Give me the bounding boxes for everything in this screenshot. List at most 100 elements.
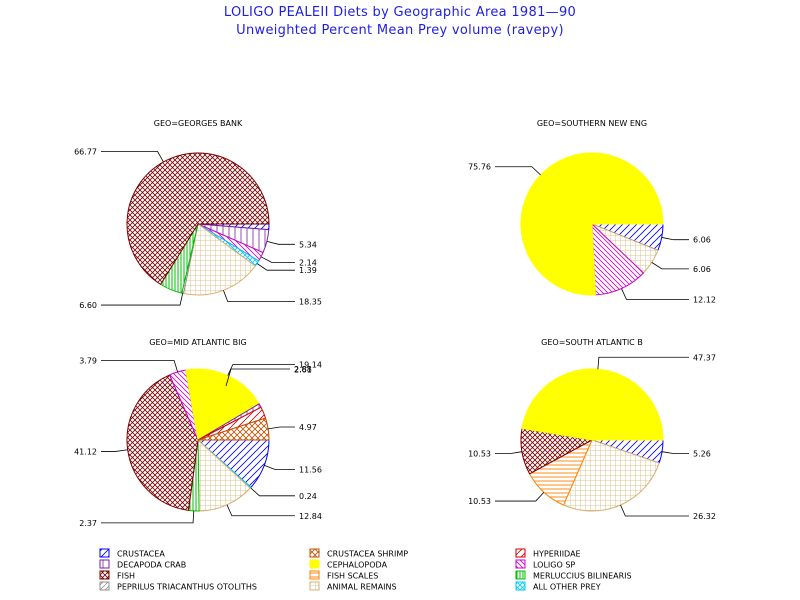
slice-value-label: 47.37	[693, 353, 716, 362]
legend-label: FISH	[117, 572, 135, 581]
leader-line	[661, 451, 689, 455]
leader-line	[101, 360, 178, 373]
leader-line	[225, 368, 290, 387]
legend-item-merluccius-bilinearis: MERLUCCIUS BILINEARIS	[515, 570, 632, 581]
legend-item-hyperiidae: HYPERIIDAE	[515, 548, 581, 559]
slice-value-label: 0.24	[299, 492, 317, 501]
legend-label: CRUSTACEA	[117, 550, 165, 559]
pie-title: GEO=GEORGES BANK	[154, 119, 243, 128]
slice-value-label: 41.12	[74, 447, 97, 456]
legend-label: HYPERIIDAE	[533, 550, 581, 559]
slice-value-label: 2.61	[294, 366, 312, 375]
legend-item-animal-remains: ANIMAL REMAINS	[309, 581, 397, 592]
legend-swatch	[309, 548, 320, 558]
legend-item-peprilus-triacanthus-otoliths: PEPRILUS TRIACANTHUS OTOLITHS	[99, 581, 257, 592]
legend-item-crustacea-shrimp: CRUSTACEA SHRIMP	[309, 548, 408, 559]
pie-title: GEO=SOUTHERN NEW ENG	[537, 119, 647, 128]
slice-value-label: 19.14	[299, 361, 322, 370]
legend-label: FISH SCALES	[327, 572, 378, 581]
slice-value-label: 2.88	[294, 365, 312, 374]
leader-line	[226, 504, 295, 517]
leader-line	[268, 426, 295, 430]
slice-value-label: 10.53	[468, 497, 491, 506]
leader-line	[101, 449, 128, 452]
legend-item-all-other-prey: ALL OTHER PREY	[515, 581, 601, 592]
legend-swatch	[99, 581, 110, 591]
leader-line	[661, 237, 689, 241]
legend-swatch	[309, 559, 320, 569]
pie-chart-4: GEO=SOUTH ATLANTIC B 5.26 26.32 10.53 10.53 4…	[468, 338, 716, 521]
legend-item-fish: FISH	[99, 570, 135, 581]
pie-slice-crustacea-shrimp	[197, 417, 270, 441]
pie-slice-cephalopoda	[521, 368, 664, 441]
slice-value-label: 11.56	[299, 466, 322, 475]
leader-line	[101, 293, 184, 306]
pie-chart-2: GEO=SOUTHERN NEW ENG 6.06 6.06 12.12 75.76	[468, 119, 716, 304]
slice-value-label: 6.06	[693, 236, 711, 245]
legend-label: ALL OTHER PREY	[533, 583, 601, 592]
slice-value-label: 12.84	[299, 512, 322, 521]
pie-slice-cephalopoda	[520, 152, 664, 296]
slice-value-label: 18.35	[299, 298, 322, 307]
legend-label: ANIMAL REMAINS	[327, 583, 397, 592]
legend-item-decapoda-crab: DECAPODA CRAB	[99, 559, 186, 570]
slice-value-label: 12.12	[693, 295, 716, 304]
slice-value-label: 5.26	[693, 450, 711, 459]
leader-line	[260, 256, 295, 263]
legend-swatch	[309, 570, 320, 580]
legend-item-crustacea: CRUSTACEA	[99, 548, 165, 559]
slice-value-label: 4.97	[299, 423, 317, 432]
slice-value-label: 1.39	[299, 266, 317, 275]
legend-swatch	[99, 548, 110, 558]
legend-label: CRUSTACEA SHRIMP	[327, 550, 408, 559]
pie-slice-fish	[126, 374, 199, 511]
legend-swatch	[99, 570, 110, 580]
slice-value-label: 6.60	[79, 301, 97, 310]
leader-line	[227, 364, 295, 376]
slice-value-label: 3.79	[79, 356, 97, 365]
legend-label: DECAPODA CRAB	[117, 561, 186, 570]
pie-chart-3: GEO=MID ATLANTIC BIG 11.56 0.24 12.84 2.37 41…	[74, 338, 322, 528]
leader-line	[266, 240, 295, 245]
slice-value-label: 5.34	[299, 240, 317, 249]
legend-swatch	[515, 548, 526, 558]
slice-value-label: 75.76	[468, 163, 491, 172]
slice-value-label: 6.06	[693, 265, 711, 274]
slice-value-label: 66.77	[74, 147, 97, 156]
slice-value-label: 10.53	[468, 450, 491, 459]
legend-swatch	[309, 581, 320, 591]
legend: CRUSTACEA CRUSTACEA SHRIMP HYPERIIDAE DECAP…	[99, 548, 632, 592]
leader-line	[256, 263, 295, 271]
chart-subtitle: Unweighted Percent Mean Prey volume (rav…	[236, 23, 564, 38]
legend-label: LOLIGO SP	[533, 561, 575, 570]
legend-swatch	[99, 559, 110, 569]
legend-label: CEPHALOPODA	[327, 561, 388, 570]
leader-line	[620, 504, 689, 517]
legend-swatch	[515, 559, 526, 569]
legend-swatch	[515, 581, 526, 591]
leader-line	[621, 288, 689, 300]
leader-line	[223, 290, 295, 302]
legend-label: PEPRILUS TRIACANTHUS OTOLITHS	[117, 583, 257, 592]
leader-line	[651, 262, 689, 270]
leader-line	[101, 510, 195, 524]
slice-value-label: 2.14	[299, 258, 317, 267]
pie-slice-animal-remains	[562, 439, 660, 512]
leader-line	[495, 451, 523, 455]
pie-chart-1: GEO=GEORGES BANK 5.34 2.141.39 18.35 6.60 66.…	[74, 119, 322, 310]
slice-value-label: 2.37	[79, 519, 97, 528]
legend-item-cephalopoda: CEPHALOPODA	[309, 559, 388, 570]
leader-line	[495, 491, 545, 502]
leader-line	[250, 487, 295, 497]
leader-line	[495, 166, 541, 176]
legend-item-fish-scales: FISH SCALES	[309, 570, 378, 581]
legend-label: MERLUCCIUS BILINEARIS	[533, 572, 632, 581]
legend-swatch	[515, 570, 526, 580]
legend-item-loligo-sp: LOLIGO SP	[515, 559, 575, 570]
pie-title: GEO=MID ATLANTIC BIG	[149, 338, 246, 347]
leader-line	[264, 464, 295, 471]
pie-slice-fish	[126, 152, 270, 286]
pie-slice-animal-remains	[197, 438, 251, 512]
